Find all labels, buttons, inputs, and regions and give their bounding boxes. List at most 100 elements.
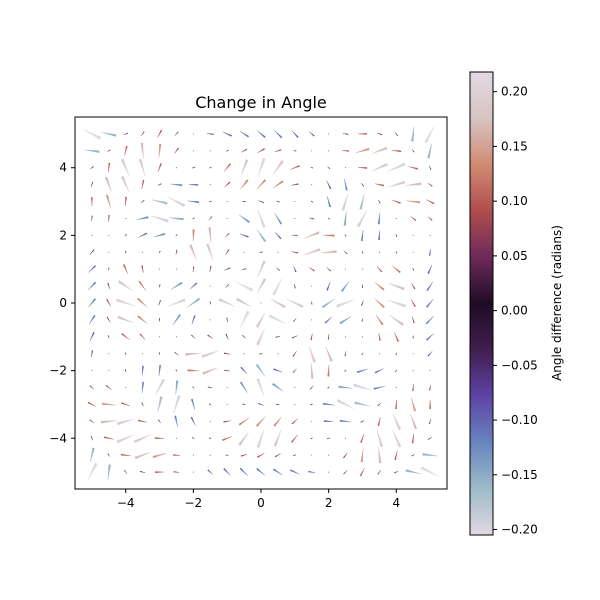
quiver-arrow xyxy=(191,315,196,325)
quiver-arrow xyxy=(359,468,365,477)
quiver-arrow xyxy=(361,284,363,288)
quiver-arrow xyxy=(359,193,365,210)
quiver-arrow xyxy=(405,469,421,474)
quiver-arrow xyxy=(272,159,284,175)
quiver-dot xyxy=(108,251,110,253)
quiver-arrow xyxy=(376,266,383,273)
quiver-arrow xyxy=(189,282,198,290)
quiver-dot xyxy=(175,167,177,169)
quiver-arrow xyxy=(326,281,331,291)
quiver-arrow xyxy=(429,384,431,391)
quiver-arrow xyxy=(290,434,299,443)
quiver-arrow xyxy=(360,434,365,443)
quiver-dot xyxy=(412,353,414,355)
quiver-arrow xyxy=(190,398,195,410)
quiver-arrow xyxy=(272,277,283,296)
quiver-arrow xyxy=(117,315,134,324)
quiver-arrow xyxy=(377,416,381,427)
quiver-arrow xyxy=(426,199,435,205)
quiver-arrow xyxy=(240,454,248,457)
quiver-arrow xyxy=(309,217,315,220)
quiver-arrow xyxy=(175,369,178,372)
quiver-arrow xyxy=(303,248,321,256)
quiver-arrow xyxy=(412,267,415,271)
colorbar-tick-label-6: 0.10 xyxy=(501,194,528,208)
quiver-arrow xyxy=(187,297,201,308)
quiver-arrow xyxy=(242,403,246,406)
quiver-arrow xyxy=(273,368,283,373)
quiver-arrow xyxy=(378,199,381,204)
quiver-arrow xyxy=(425,316,434,325)
quiver-arrow xyxy=(88,314,96,325)
quiver-dot xyxy=(175,268,177,270)
quiver-arrow xyxy=(125,196,127,207)
quiver-arrow xyxy=(152,453,167,459)
quiver-dot xyxy=(91,370,93,372)
quiver-arrow xyxy=(255,328,265,346)
quiver-arrow xyxy=(134,452,151,460)
quiver-arrow xyxy=(427,264,433,275)
quiver-arrow xyxy=(174,351,179,356)
quiver-dot xyxy=(294,217,296,219)
colorbar-tick-label-7: 0.15 xyxy=(501,139,528,153)
quiver-arrow xyxy=(107,464,111,480)
quiver-arrow xyxy=(394,132,398,137)
quiver-arrow xyxy=(392,429,402,448)
quiver-arrow xyxy=(91,181,94,188)
quiver-arrow xyxy=(90,436,93,441)
quiver-arrow xyxy=(392,199,401,204)
quiver-arrow xyxy=(342,452,348,459)
quiver-arrow xyxy=(157,419,161,424)
quiver-arrow xyxy=(100,420,117,424)
quiver-arrow xyxy=(406,200,421,204)
quiver-arrow xyxy=(169,217,184,221)
quiver-arrow xyxy=(361,251,364,254)
quiver-arrow xyxy=(387,180,406,188)
quiver-arrow xyxy=(222,131,233,137)
quiver-arrow xyxy=(327,217,330,220)
quiver-arrow xyxy=(225,454,229,456)
colorbar-tick-label-8: 0.20 xyxy=(501,85,528,99)
quiver-dot xyxy=(192,471,194,473)
quiver-dot xyxy=(294,201,296,203)
quiver-dot xyxy=(192,133,194,135)
quiver-arrow xyxy=(139,333,146,340)
quiver-arrow xyxy=(207,334,213,339)
quiver-arrow xyxy=(357,167,368,169)
quiver-arrow xyxy=(88,281,97,290)
quiver-arrow xyxy=(108,162,111,173)
quiver-dot xyxy=(412,251,414,253)
quiver-arrow xyxy=(292,234,298,237)
quiver-arrow xyxy=(340,280,350,292)
quiver-arrow xyxy=(185,352,202,356)
quiver-arrow xyxy=(291,183,299,186)
quiver-dot xyxy=(412,370,414,372)
quiver-arrow xyxy=(175,380,179,395)
quiver-arrow xyxy=(242,334,246,339)
quiver-arrow xyxy=(116,434,135,444)
quiver-arrow xyxy=(426,281,434,292)
quiver-arrow xyxy=(107,282,110,290)
quiver-arrow xyxy=(411,433,414,444)
quiver-arrow xyxy=(339,419,352,423)
quiver-arrow xyxy=(121,332,130,341)
quiver-dot xyxy=(345,167,347,169)
quiver-arrow xyxy=(103,436,114,440)
quiver-arrow xyxy=(224,267,231,271)
quiver-arrow xyxy=(192,266,195,272)
quiver-arrow xyxy=(257,260,267,278)
quiver-arrow xyxy=(293,150,297,152)
x-tick-label-0: −4 xyxy=(117,496,135,510)
quiver-arrow xyxy=(209,265,212,273)
quiver-arrow xyxy=(191,437,195,440)
quiver-dot xyxy=(175,336,177,338)
quiver-dot xyxy=(226,217,228,219)
quiver-arrow xyxy=(429,249,431,256)
quiver-arrow xyxy=(90,447,95,463)
quiver-dot xyxy=(294,387,296,389)
quiver-arrow xyxy=(167,298,186,307)
colorbar-tick-label-0: −0.20 xyxy=(501,523,538,537)
quiver-arrow xyxy=(274,453,281,458)
quiver-arrow xyxy=(137,216,149,220)
